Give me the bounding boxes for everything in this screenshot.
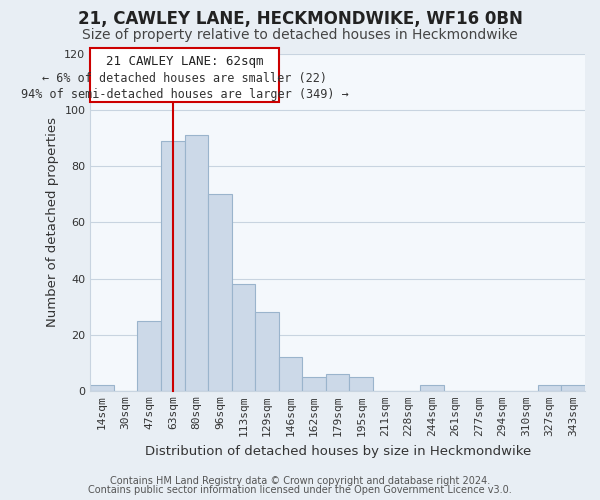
- X-axis label: Distribution of detached houses by size in Heckmondwike: Distribution of detached houses by size …: [145, 444, 531, 458]
- Bar: [137, 320, 161, 391]
- Text: Size of property relative to detached houses in Heckmondwike: Size of property relative to detached ho…: [82, 28, 518, 42]
- Bar: [232, 284, 255, 391]
- Text: 94% of semi-detached houses are larger (349) →: 94% of semi-detached houses are larger (…: [20, 88, 349, 101]
- Bar: [255, 312, 279, 391]
- Bar: [420, 385, 443, 391]
- Text: 21 CAWLEY LANE: 62sqm: 21 CAWLEY LANE: 62sqm: [106, 56, 263, 68]
- Bar: [302, 377, 326, 391]
- Bar: [349, 377, 373, 391]
- Text: Contains HM Land Registry data © Crown copyright and database right 2024.: Contains HM Land Registry data © Crown c…: [110, 476, 490, 486]
- Text: ← 6% of detached houses are smaller (22): ← 6% of detached houses are smaller (22): [42, 72, 327, 85]
- Bar: [562, 385, 585, 391]
- Bar: [185, 136, 208, 391]
- Bar: [91, 385, 114, 391]
- Text: Contains public sector information licensed under the Open Government Licence v3: Contains public sector information licen…: [88, 485, 512, 495]
- Bar: [161, 141, 185, 391]
- Bar: [326, 374, 349, 391]
- Bar: [538, 385, 562, 391]
- Y-axis label: Number of detached properties: Number of detached properties: [46, 118, 59, 328]
- Bar: [91, 48, 279, 102]
- Text: 21, CAWLEY LANE, HECKMONDWIKE, WF16 0BN: 21, CAWLEY LANE, HECKMONDWIKE, WF16 0BN: [77, 10, 523, 28]
- Bar: [208, 194, 232, 391]
- Bar: [279, 357, 302, 391]
